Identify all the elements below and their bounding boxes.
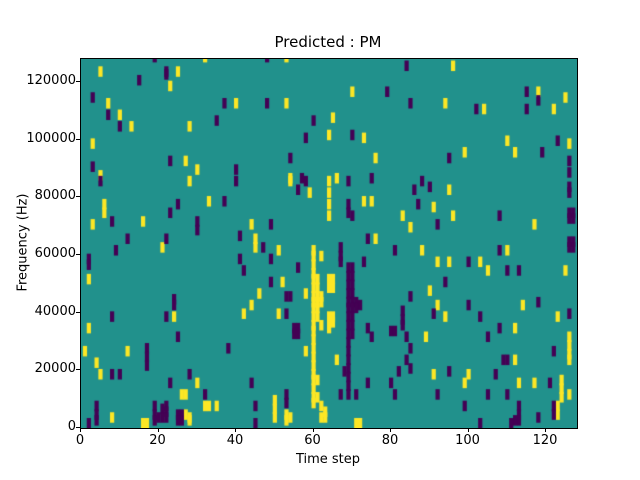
y-tick-mark [76,196,80,198]
y-tick-mark [76,311,80,313]
x-tick-label: 80 [381,433,399,448]
y-tick-mark [76,427,80,428]
x-tick-mark [80,428,81,432]
y-tick-label: 120000 [26,73,76,89]
plot-title: Predicted : PM [274,33,382,51]
x-tick-mark [545,428,546,432]
x-tick-label: 20 [149,433,166,448]
y-axis-label: Frequency (Hz) [15,193,31,292]
y-tick-label: 0 [67,419,76,434]
y-tick-label: 80000 [34,188,76,204]
x-tick-label: 120 [532,433,558,448]
y-tick-mark [76,254,80,256]
x-tick-label: 0 [75,433,85,448]
x-tick-label: 100 [455,433,480,448]
y-tick-label: 100000 [26,130,76,146]
x-tick-mark [467,428,469,432]
plot-area [80,58,578,429]
x-tick-label: 40 [226,433,244,448]
y-tick-mark [76,369,80,371]
x-tick-mark [235,428,236,432]
x-tick-label: 60 [304,433,321,448]
y-tick-label: 20000 [34,361,76,377]
y-tick-label: 60000 [34,246,76,262]
y-tick-mark [76,138,80,140]
x-tick-mark [157,428,159,432]
x-tick-mark [312,428,314,432]
x-tick-mark [390,428,391,432]
heatmap-canvas [81,59,577,428]
y-tick-mark [76,81,80,83]
y-tick-label: 40000 [34,303,76,319]
x-axis-label: Time step [295,452,361,467]
